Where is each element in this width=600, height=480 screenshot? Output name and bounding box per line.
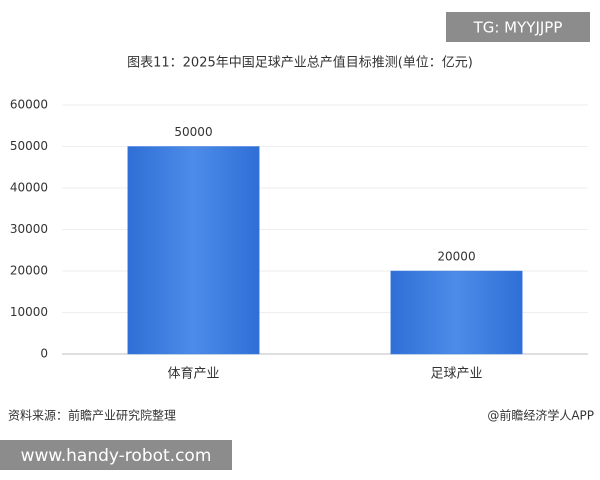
url-box bbox=[0, 440, 232, 470]
bar bbox=[390, 270, 523, 355]
y-tick-label: 60000 bbox=[10, 98, 48, 112]
source: 资料来源：前瞻产业研究院整理 bbox=[8, 408, 176, 423]
y-tick-label: 0 bbox=[40, 347, 48, 361]
credit: @前瞻经济学人APP bbox=[487, 408, 594, 423]
tag-box bbox=[446, 12, 590, 42]
data-label: 20000 bbox=[437, 250, 475, 264]
y-tick-label: 40000 bbox=[10, 181, 48, 195]
x-tick-label: 体育产业 bbox=[167, 366, 219, 382]
chart-title: 图表11：2025年中国足球产业总产值目标推测(单位：亿元) bbox=[127, 55, 473, 71]
y-tick-label: 20000 bbox=[10, 264, 48, 278]
x-tick-label: 足球产业 bbox=[430, 367, 482, 382]
bar bbox=[127, 146, 260, 355]
tag-text: TG: MYYJJPP bbox=[473, 19, 563, 37]
y-tick-label: 10000 bbox=[10, 305, 48, 319]
y-tick-label: 50000 bbox=[10, 139, 48, 153]
data-label: 50000 bbox=[174, 125, 212, 139]
url-text: www.handy-robot.com bbox=[21, 446, 212, 466]
y-tick-label: 30000 bbox=[10, 222, 48, 236]
